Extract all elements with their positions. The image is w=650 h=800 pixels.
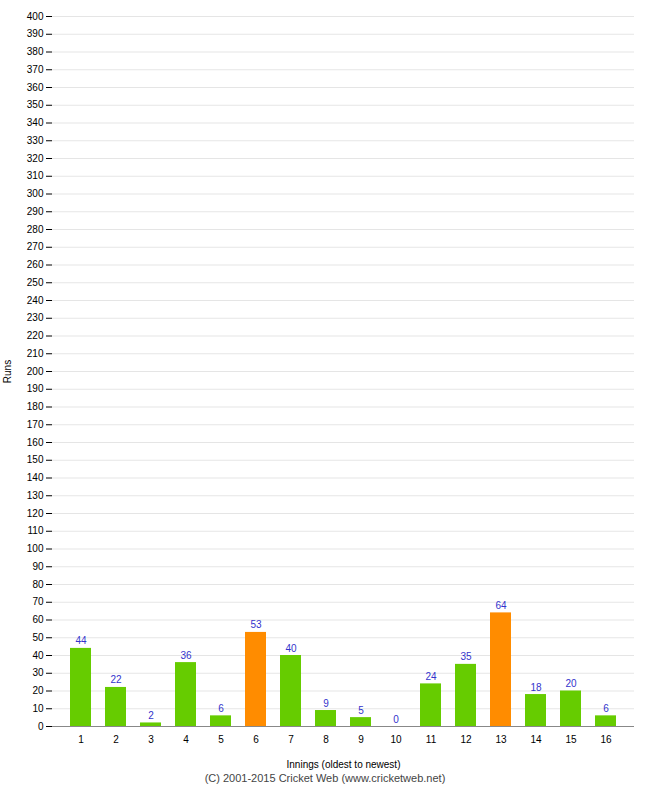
- svg-text:70: 70: [32, 596, 44, 607]
- svg-text:7: 7: [288, 734, 294, 745]
- svg-text:90: 90: [32, 561, 44, 572]
- svg-text:170: 170: [27, 419, 44, 430]
- svg-text:Innings (oldest to newest): Innings (oldest to newest): [287, 759, 401, 770]
- svg-text:10: 10: [32, 703, 44, 714]
- svg-text:9: 9: [323, 698, 329, 709]
- svg-text:260: 260: [27, 259, 44, 270]
- svg-text:230: 230: [27, 312, 44, 323]
- svg-text:0: 0: [38, 721, 44, 732]
- svg-text:11: 11: [426, 734, 437, 745]
- svg-text:6: 6: [603, 703, 609, 714]
- svg-text:40: 40: [32, 650, 44, 661]
- svg-text:22: 22: [110, 674, 122, 685]
- svg-text:200: 200: [27, 366, 44, 377]
- svg-text:60: 60: [32, 614, 44, 625]
- svg-text:8: 8: [323, 734, 329, 745]
- svg-text:220: 220: [27, 330, 44, 341]
- svg-text:340: 340: [27, 117, 44, 128]
- svg-text:380: 380: [27, 46, 44, 57]
- svg-text:390: 390: [27, 28, 44, 39]
- svg-text:1: 1: [78, 734, 84, 745]
- svg-text:15: 15: [565, 734, 577, 745]
- svg-text:400: 400: [27, 11, 44, 22]
- svg-text:130: 130: [27, 490, 44, 501]
- svg-text:24: 24: [425, 671, 437, 682]
- svg-text:9: 9: [358, 734, 364, 745]
- svg-text:190: 190: [27, 383, 44, 394]
- svg-text:18: 18: [530, 682, 542, 693]
- svg-text:20: 20: [565, 678, 577, 689]
- svg-text:240: 240: [27, 295, 44, 306]
- svg-text:360: 360: [27, 82, 44, 93]
- svg-text:40: 40: [285, 643, 297, 654]
- svg-text:370: 370: [27, 64, 44, 75]
- svg-text:35: 35: [460, 651, 472, 662]
- html-text:(C) 2001-2015 Cricket Web (www: (C) 2001-2015 Cricket Web (www.cricketwe…: [204, 772, 446, 784]
- svg-text:5: 5: [218, 734, 224, 745]
- svg-text:53: 53: [250, 619, 262, 630]
- svg-text:2: 2: [148, 710, 154, 721]
- svg-text:4: 4: [183, 734, 189, 745]
- svg-text:110: 110: [28, 525, 44, 536]
- svg-text:140: 140: [27, 472, 44, 483]
- svg-text:50: 50: [32, 632, 44, 643]
- svg-text:2: 2: [113, 734, 119, 745]
- svg-text:320: 320: [27, 153, 44, 164]
- svg-text:300: 300: [27, 188, 44, 199]
- svg-text:120: 120: [27, 508, 44, 519]
- svg-text:10: 10: [390, 734, 402, 745]
- svg-text:180: 180: [27, 401, 44, 412]
- svg-text:12: 12: [460, 734, 472, 745]
- svg-text:6: 6: [218, 703, 224, 714]
- svg-text:36: 36: [180, 650, 192, 661]
- svg-text:30: 30: [32, 667, 44, 678]
- svg-text:6: 6: [253, 734, 259, 745]
- svg-text:44: 44: [75, 635, 87, 646]
- svg-text:0: 0: [393, 714, 399, 725]
- svg-text:80: 80: [32, 579, 44, 590]
- svg-text:16: 16: [600, 734, 612, 745]
- svg-text:210: 210: [27, 348, 44, 359]
- svg-text:330: 330: [27, 135, 44, 146]
- svg-text:5: 5: [358, 705, 364, 716]
- svg-text:150: 150: [27, 454, 44, 465]
- svg-text:3: 3: [148, 734, 154, 745]
- svg-text:250: 250: [27, 277, 44, 288]
- svg-text:350: 350: [27, 99, 44, 110]
- svg-text:Runs: Runs: [2, 360, 13, 383]
- svg-text:310: 310: [27, 170, 44, 181]
- svg-text:280: 280: [27, 224, 44, 235]
- svg-text:270: 270: [27, 241, 44, 252]
- svg-text:160: 160: [27, 437, 44, 448]
- svg-text:100: 100: [27, 543, 44, 554]
- svg-text:64: 64: [495, 600, 507, 611]
- svg-text:14: 14: [530, 734, 542, 745]
- svg-text:20: 20: [32, 685, 44, 696]
- svg-text:290: 290: [27, 206, 44, 217]
- svg-text:13: 13: [495, 734, 507, 745]
